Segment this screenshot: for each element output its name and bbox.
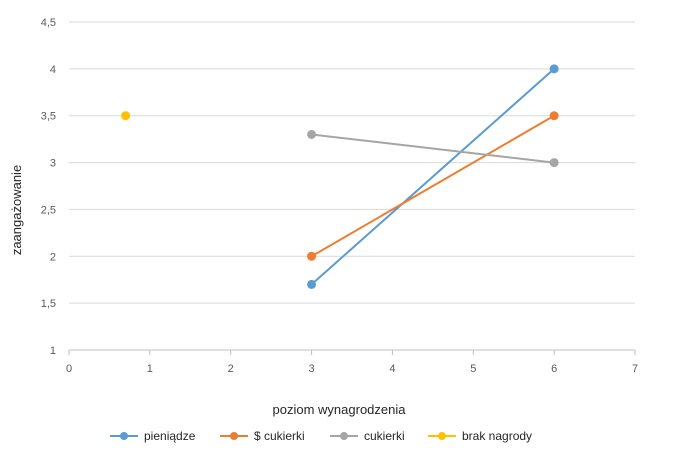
data-point-series-1	[307, 279, 317, 289]
x-tick-label: 3	[309, 363, 315, 375]
y-tick-label: 2,5	[41, 204, 56, 216]
axis-layer: 11,522,533,544,50 1 2 3 4 5 6 7	[41, 17, 638, 375]
data-point-series-4	[121, 111, 131, 121]
data-point-series-2	[549, 111, 559, 121]
x-tick-label: 2	[228, 363, 234, 375]
y-tick-label: 3,5	[41, 111, 56, 123]
series-line-1	[310, 67, 556, 286]
grid-layer	[69, 21, 635, 304]
y-tick-label: 2	[50, 251, 56, 263]
y-tick-label: 4,5	[41, 17, 56, 29]
x-tick-label: 7	[632, 363, 638, 375]
legend-label-1: pieniądze	[144, 429, 196, 443]
series-line-3	[310, 133, 556, 164]
legend-marker-3	[340, 432, 348, 440]
data-point-series-2	[307, 251, 317, 261]
legend-label-2: $ cukierki	[254, 429, 305, 443]
x-tick-label: 0	[66, 363, 72, 375]
legend-marker-4	[438, 432, 446, 440]
y-tick-label: 3	[50, 158, 56, 170]
data-point-series-3	[307, 129, 317, 139]
y-axis-title: zaangażowanie	[9, 165, 24, 255]
y-tick-label: 1	[50, 345, 56, 357]
x-tick-label: 6	[551, 363, 557, 375]
data-point-series-1	[549, 64, 559, 74]
legend-label-4: brak nagrody	[462, 429, 532, 443]
y-tick-label: 4	[50, 64, 56, 76]
legend: pieniądze $ cukierki cukierki brak nagrody	[110, 429, 532, 443]
series-layer	[121, 64, 559, 289]
legend-marker-1	[120, 432, 128, 440]
legend-marker-2	[230, 432, 238, 440]
data-point-series-3	[549, 158, 559, 168]
x-tick-label: 4	[389, 363, 395, 375]
y-tick-label: 1,5	[41, 298, 56, 310]
legend-label-3: cukierki	[364, 429, 405, 443]
x-tick-label: 5	[470, 363, 476, 375]
series-line-2	[310, 114, 556, 258]
x-axis-title: poziom wynagrodzenia	[273, 402, 407, 417]
x-tick-label: 1	[147, 363, 153, 375]
